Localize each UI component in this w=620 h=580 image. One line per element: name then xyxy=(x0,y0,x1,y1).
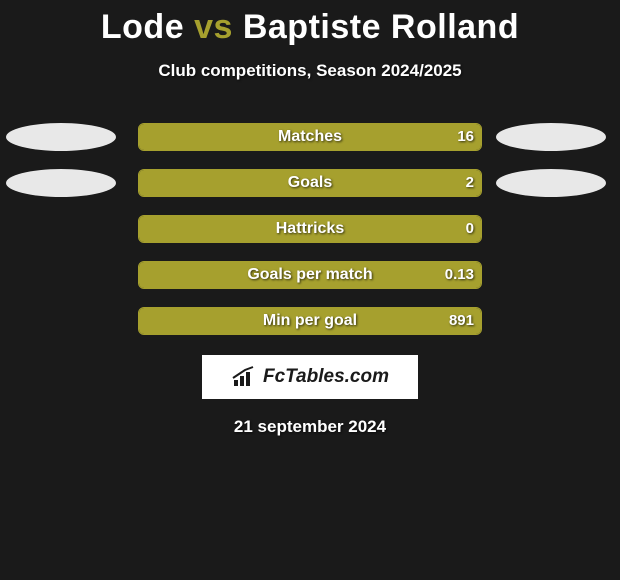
right-ellipse xyxy=(496,169,606,197)
bar-track xyxy=(138,169,482,197)
bar-fill-right xyxy=(139,308,481,334)
stat-value-right: 891 xyxy=(449,307,474,335)
bar-fill-right xyxy=(139,216,481,242)
stat-row: Matches16 xyxy=(0,123,620,151)
stat-row: Min per goal891 xyxy=(0,307,620,335)
logo-text: FcTables.com xyxy=(263,366,389,388)
bar-track xyxy=(138,261,482,289)
bar-chart-icon xyxy=(231,366,257,388)
player1-name: Lode xyxy=(101,8,184,46)
stat-row: Hattricks0 xyxy=(0,215,620,243)
bar-fill-right xyxy=(139,170,481,196)
page-title: Lode vs Baptiste Rolland xyxy=(0,0,620,47)
bar-track xyxy=(138,215,482,243)
bar-wrap: Goals2 xyxy=(138,169,482,197)
right-ellipse xyxy=(496,123,606,151)
stat-value-right: 0.13 xyxy=(445,261,474,289)
stat-row: Goals per match0.13 xyxy=(0,261,620,289)
bar-track xyxy=(138,123,482,151)
stat-value-right: 16 xyxy=(457,123,474,151)
stat-value-right: 0 xyxy=(466,215,474,243)
vs-separator: vs xyxy=(194,8,233,46)
bar-wrap: Goals per match0.13 xyxy=(138,261,482,289)
bar-fill-right xyxy=(139,124,481,150)
bar-wrap: Min per goal891 xyxy=(138,307,482,335)
bar-wrap: Hattricks0 xyxy=(138,215,482,243)
subtitle: Club competitions, Season 2024/2025 xyxy=(0,61,620,81)
logo-box: FcTables.com xyxy=(202,355,418,399)
bar-wrap: Matches16 xyxy=(138,123,482,151)
left-ellipse xyxy=(6,169,116,197)
bar-track xyxy=(138,307,482,335)
stat-value-right: 2 xyxy=(466,169,474,197)
bar-fill-right xyxy=(139,262,481,288)
date-text: 21 september 2024 xyxy=(0,417,620,437)
player2-name: Baptiste Rolland xyxy=(243,8,519,46)
left-ellipse xyxy=(6,123,116,151)
comparison-rows: Matches16 Goals2 Hattricks0 Goals per match… xyxy=(0,123,620,335)
stat-row: Goals2 xyxy=(0,169,620,197)
